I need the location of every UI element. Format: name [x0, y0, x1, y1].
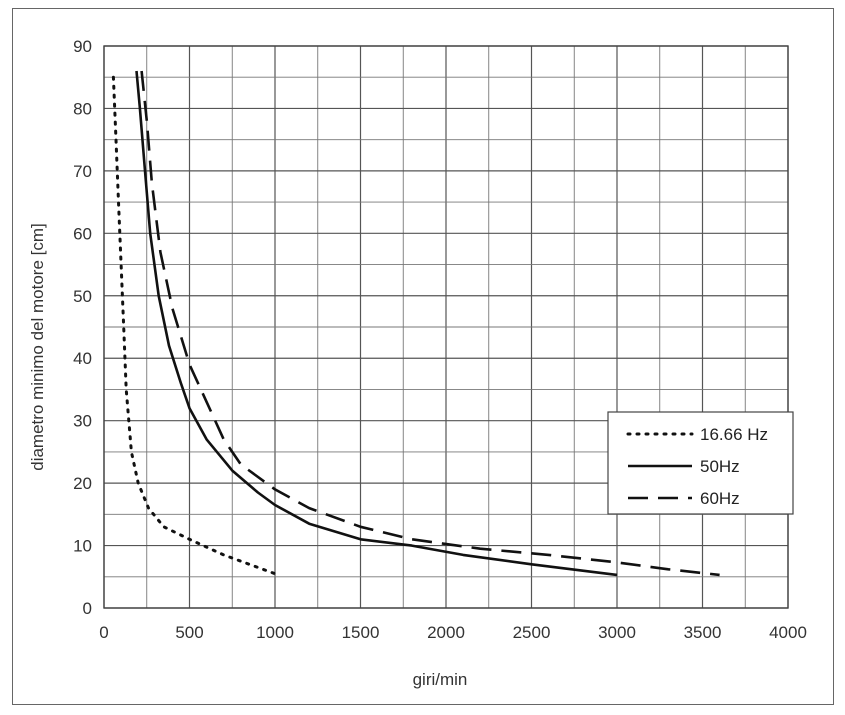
x-tick-label: 500 — [175, 623, 203, 642]
y-tick-label: 70 — [73, 162, 92, 181]
x-tick-label: 3000 — [598, 623, 636, 642]
y-tick-label: 20 — [73, 474, 92, 493]
y-tick-label: 10 — [73, 537, 92, 556]
legend-label-2: 50Hz — [700, 457, 740, 476]
y-tick-label: 30 — [73, 412, 92, 431]
x-tick-label: 4000 — [769, 623, 807, 642]
legend-label-1: 16.66 Hz — [700, 425, 768, 444]
x-tick-label: 0 — [99, 623, 108, 642]
x-tick-label: 1000 — [256, 623, 294, 642]
y-tick-label: 50 — [73, 287, 92, 306]
x-tick-label: 3500 — [684, 623, 722, 642]
series-line-2 — [135, 70, 618, 577]
y-tick-label: 0 — [83, 599, 92, 618]
y-tick-label: 40 — [73, 349, 92, 368]
x-axis-label: giri/min — [413, 670, 468, 689]
y-tick-label: 80 — [73, 99, 92, 118]
y-tick-label: 90 — [73, 37, 92, 56]
series-line-3 — [140, 70, 720, 577]
x-tick-label: 2500 — [513, 623, 551, 642]
series-line-1 — [111, 75, 277, 576]
x-tick-label: 2000 — [427, 623, 465, 642]
legend-label-3: 60Hz — [700, 489, 740, 508]
plot-border — [103, 45, 789, 609]
x-tick-label: 1500 — [342, 623, 380, 642]
y-tick-label: 60 — [73, 224, 92, 243]
y-axis-label: diametro minimo del motore [cm] — [28, 223, 47, 471]
